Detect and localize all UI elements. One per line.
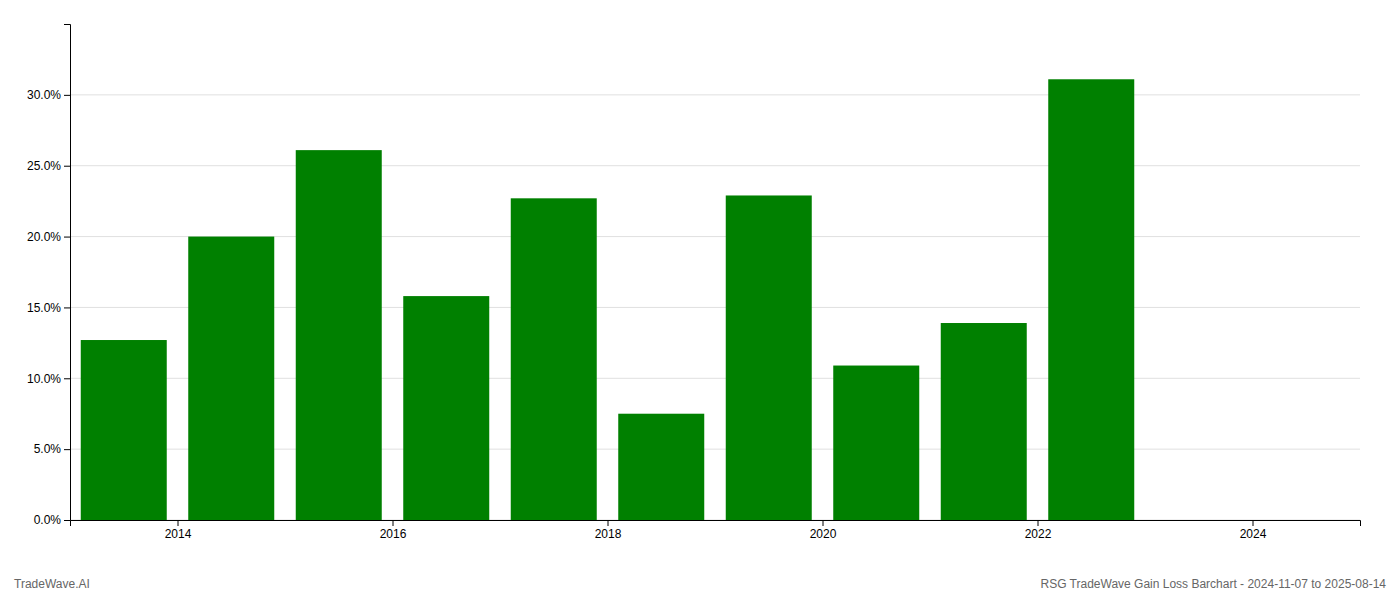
x-tick-label: 2018 bbox=[595, 527, 622, 541]
y-axis-line bbox=[64, 25, 71, 521]
x-tick-label: 2024 bbox=[1240, 527, 1267, 541]
bar bbox=[81, 340, 167, 520]
y-tick-label: 10.0% bbox=[27, 372, 61, 386]
y-axis: 0.0% 5.0% 10.0% 15.0% 20.0% 25.0% 30.0% bbox=[27, 25, 71, 528]
x-axis: 2014 2016 2018 2020 2022 2024 bbox=[71, 520, 1361, 541]
y-tick-label: 0.0% bbox=[34, 513, 62, 527]
bar bbox=[833, 366, 919, 520]
y-tick-label: 20.0% bbox=[27, 230, 61, 244]
x-tick-label: 2020 bbox=[810, 527, 837, 541]
y-tick: 0.0% bbox=[34, 513, 70, 527]
bar bbox=[296, 150, 382, 520]
footer-text: TradeWave.AI bbox=[14, 577, 90, 591]
x-tick: 2020 bbox=[810, 520, 837, 541]
grid-line bbox=[70, 165, 1360, 166]
bar bbox=[618, 414, 704, 520]
x-tick-mark bbox=[393, 520, 394, 526]
y-tick-label: 5.0% bbox=[34, 442, 62, 456]
x-axis-line bbox=[71, 521, 1361, 527]
y-tick-mark bbox=[64, 307, 70, 308]
x-tick-mark bbox=[1038, 520, 1039, 526]
bar bbox=[511, 198, 597, 520]
plot: 0.0%5.0%10.0%15.0%20.0%25.0%30.0%2014201… bbox=[27, 25, 1361, 541]
x-tick-mark bbox=[178, 520, 179, 526]
y-tick: 30.0% bbox=[27, 88, 70, 102]
y-tick: 20.0% bbox=[27, 230, 70, 244]
x-tick: 2022 bbox=[1025, 520, 1052, 541]
y-tick-mark bbox=[64, 95, 70, 96]
y-tick-label: 25.0% bbox=[27, 159, 61, 173]
x-tick: 2024 bbox=[1240, 520, 1267, 541]
annotations: TradeWave.AI RSG TradeWave Gain Loss Barc… bbox=[14, 577, 1386, 591]
x-tick: 2014 bbox=[165, 520, 192, 541]
y-tick-label: 15.0% bbox=[27, 301, 61, 315]
grid-line bbox=[70, 94, 1360, 95]
y-tick: 10.0% bbox=[27, 372, 70, 386]
bars bbox=[81, 79, 1135, 520]
y-tick-mark bbox=[64, 378, 70, 379]
bar bbox=[726, 195, 812, 520]
grid bbox=[70, 95, 1360, 520]
x-tick-label: 2014 bbox=[165, 527, 192, 541]
y-tick-mark bbox=[64, 520, 70, 521]
y-tick-label: 30.0% bbox=[27, 88, 61, 102]
x-tick: 2016 bbox=[380, 520, 407, 541]
bar bbox=[403, 296, 489, 520]
footer-text: RSG TradeWave Gain Loss Barchart - 2024-… bbox=[1040, 577, 1386, 591]
x-tick-label: 2022 bbox=[1025, 527, 1052, 541]
y-tick-mark bbox=[64, 166, 70, 167]
x-tick-mark bbox=[608, 520, 609, 526]
bar bbox=[1048, 79, 1134, 520]
x-tick-label: 2016 bbox=[380, 527, 407, 541]
y-tick: 15.0% bbox=[27, 301, 70, 315]
y-tick: 5.0% bbox=[34, 442, 70, 456]
bar bbox=[188, 237, 274, 520]
y-tick-mark bbox=[64, 449, 70, 450]
chart: 0.0%5.0%10.0%15.0%20.0%25.0%30.0%2014201… bbox=[0, 0, 1400, 600]
y-tick-mark bbox=[64, 237, 70, 238]
x-tick-mark bbox=[1253, 520, 1254, 526]
x-tick: 2018 bbox=[595, 520, 622, 541]
y-tick: 25.0% bbox=[27, 159, 70, 173]
bar bbox=[941, 323, 1027, 520]
x-tick-mark bbox=[823, 520, 824, 526]
